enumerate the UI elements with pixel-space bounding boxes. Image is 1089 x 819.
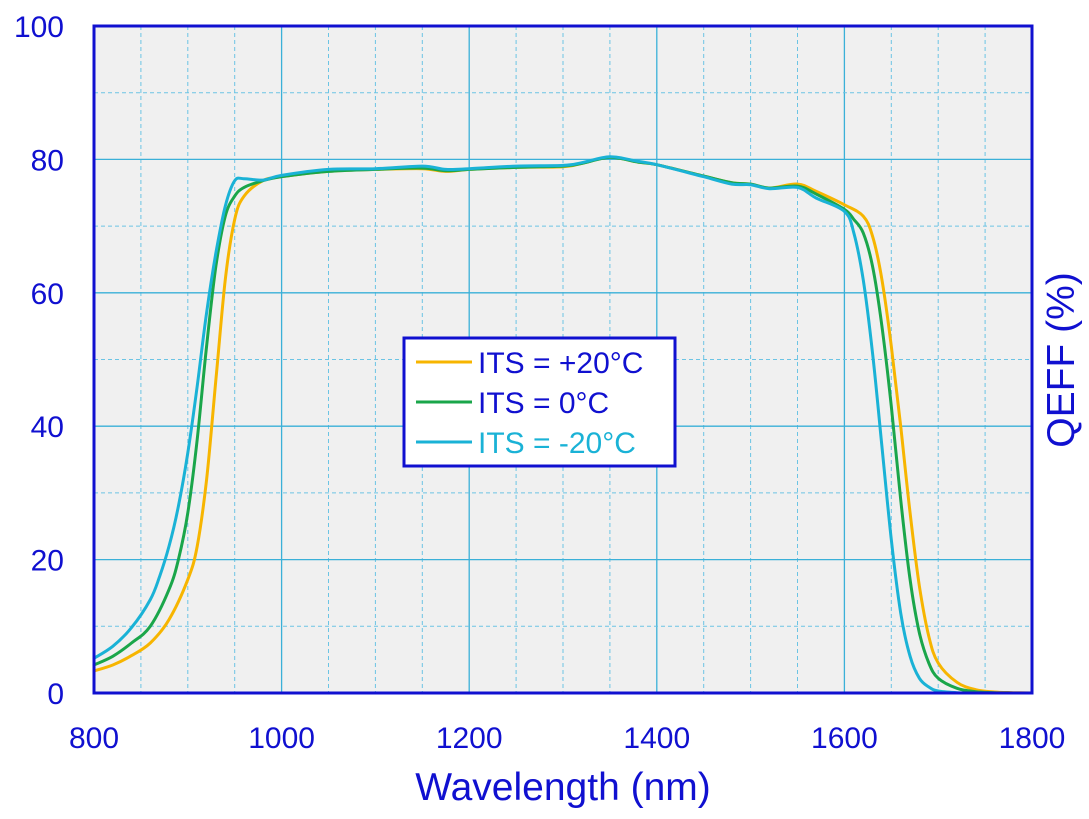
x-tick-label: 1200 bbox=[436, 722, 503, 755]
legend-label: ITS = +20°C bbox=[478, 347, 643, 380]
y-tick-label: 100 bbox=[14, 11, 64, 44]
y-tick-label: 0 bbox=[47, 678, 64, 711]
legend-label: ITS = 0°C bbox=[478, 387, 609, 420]
y-axis-label: QEFF (%) bbox=[1040, 272, 1083, 447]
x-tick-label: 1000 bbox=[248, 722, 315, 755]
legend-label: ITS = -20°C bbox=[478, 427, 636, 460]
y-tick-label: 40 bbox=[31, 411, 64, 444]
x-tick-label: 1800 bbox=[999, 722, 1066, 755]
y-tick-label: 60 bbox=[31, 278, 64, 311]
plot-frame bbox=[92, 24, 1034, 695]
y-tick-label: 20 bbox=[31, 545, 64, 578]
series-line-minus-20c bbox=[92, 155, 1034, 695]
x-tick-label: 1600 bbox=[811, 722, 878, 755]
x-tick-label: 1400 bbox=[623, 722, 690, 755]
x-axis-label: Wavelength (nm) bbox=[415, 766, 711, 809]
y-tick-label: 80 bbox=[31, 144, 64, 177]
x-tick-label: 800 bbox=[69, 722, 119, 755]
